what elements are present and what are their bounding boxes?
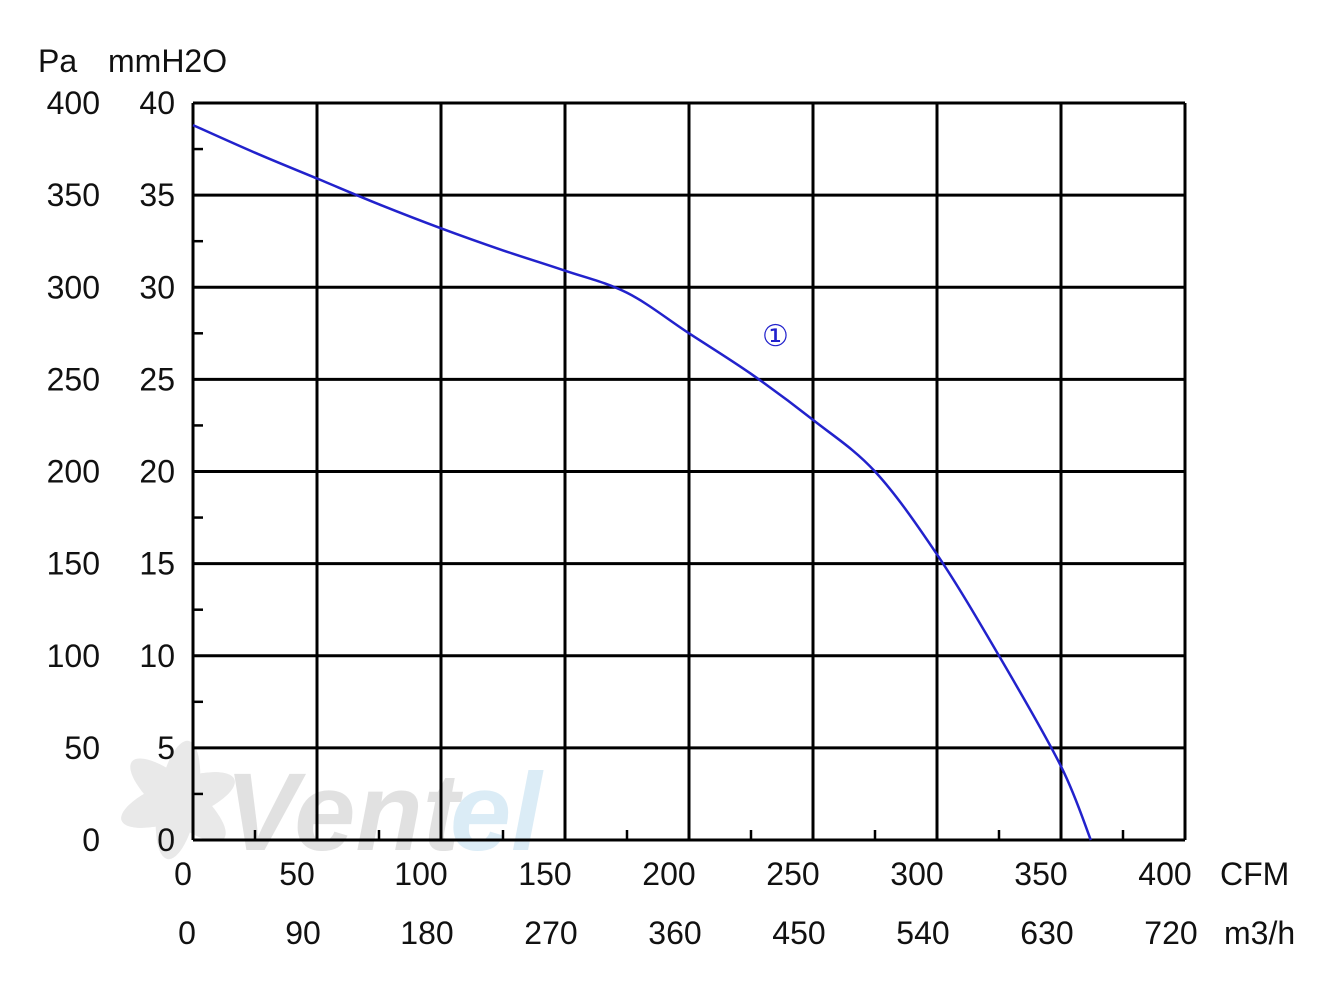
minor-ticks [193,147,1125,840]
y-unit-mmh2o: mmH2O [108,43,227,79]
x-tick-label-cfm: 350 [1014,856,1067,892]
x-tick-label-cfm: 200 [642,856,695,892]
x-tick-label-m3h: 270 [524,915,577,951]
x-tick-label-cfm: 50 [279,856,315,892]
x-axis-cfm-tick-labels: 0 50 100 150 200 250 300 350 400 [174,856,1192,892]
x-tick-label-m3h: 630 [1020,915,1073,951]
y-axis-mmh2o-tick-labels: 0 5 10 15 20 25 30 35 40 [139,85,175,858]
fan-logo-icon [121,740,235,860]
y-tick-label-mmh2o: 15 [139,546,175,582]
y-tick-label-pa: 100 [47,638,100,674]
y-unit-pa: Pa [38,43,77,79]
x-tick-label-m3h: 360 [648,915,701,951]
x-tick-label-m3h: 180 [400,915,453,951]
y-tick-label-mmh2o: 5 [157,730,175,766]
x-tick-label-m3h: 450 [772,915,825,951]
watermark-text-vent: Vent [225,751,464,874]
x-tick-label-cfm: 150 [518,856,571,892]
y-tick-label-mmh2o: 40 [139,85,175,121]
y-tick-label-pa: 0 [82,822,100,858]
chart-grid [191,101,1187,842]
y-tick-label-pa: 400 [47,85,100,121]
y-axis-pa-tick-labels: 0 50 100 150 200 250 300 350 400 [47,85,100,858]
x-tick-label-m3h: 90 [285,915,321,951]
y-tick-label-pa: 200 [47,454,100,490]
x-tick-label-m3h: 0 [178,915,196,951]
y-tick-label-pa: 250 [47,361,100,397]
y-tick-label-mmh2o: 30 [139,269,175,305]
ventel-watermark: Vent el [121,740,544,874]
x-tick-label-m3h: 720 [1144,915,1197,951]
y-tick-label-mmh2o: 10 [139,638,175,674]
x-tick-label-m3h: 540 [896,915,949,951]
watermark-text-el: el [450,751,544,874]
y-tick-label-pa: 350 [47,177,100,213]
x-unit-cfm: CFM [1220,856,1289,892]
y-tick-label-pa: 50 [64,730,100,766]
y-tick-label-pa: 150 [47,546,100,582]
x-axis-m3h-tick-labels: 0 90 180 270 360 450 540 630 720 [178,915,1198,951]
y-tick-label-mmh2o: 20 [139,454,175,490]
y-tick-label-mmh2o: 25 [139,361,175,397]
y-tick-label-mmh2o: 35 [139,177,175,213]
x-tick-label-cfm: 400 [1138,856,1191,892]
x-unit-m3h: m3/h [1224,915,1295,951]
x-tick-label-cfm: 300 [890,856,943,892]
curve-label: ① [762,319,789,354]
x-tick-label-cfm: 250 [766,856,819,892]
x-tick-label-cfm: 100 [394,856,447,892]
x-tick-label-cfm: 0 [174,856,192,892]
y-tick-label-pa: 300 [47,269,100,305]
y-tick-label-mmh2o: 0 [157,822,175,858]
performance-curve-line [192,123,1092,841]
